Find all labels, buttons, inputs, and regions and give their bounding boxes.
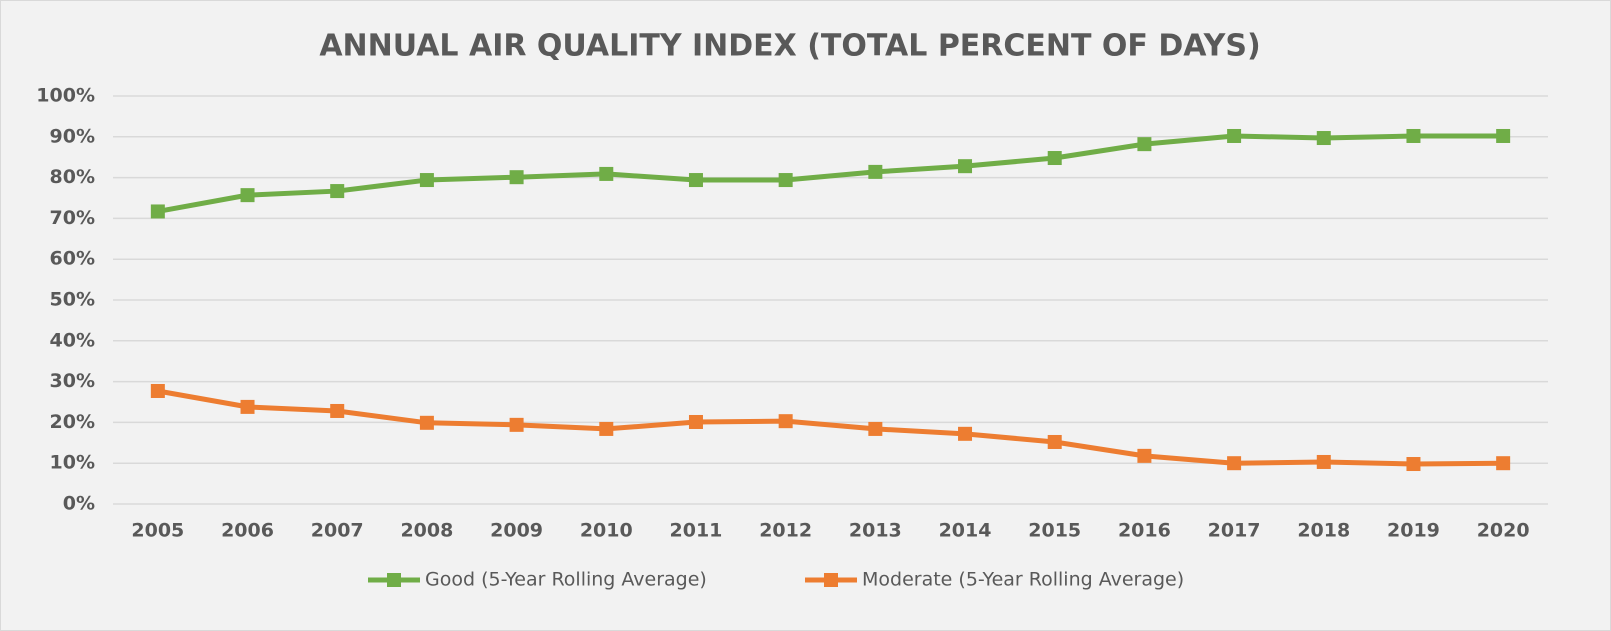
x-tick-label: 2014 xyxy=(939,520,992,542)
legend-label: Moderate (5-Year Rolling Average) xyxy=(862,569,1184,591)
point-marker xyxy=(1316,131,1331,146)
y-tick-label: 90% xyxy=(50,125,95,147)
legend-label: Good (5-Year Rolling Average) xyxy=(425,569,707,591)
y-tick-label: 10% xyxy=(50,452,95,474)
y-tick-label: 80% xyxy=(50,166,95,188)
x-tick-label: 2017 xyxy=(1208,520,1261,542)
x-tick-label: 2013 xyxy=(849,520,902,542)
x-tick-label: 2015 xyxy=(1028,520,1081,542)
point-marker xyxy=(240,188,255,203)
point-marker xyxy=(419,173,434,188)
point-marker xyxy=(1496,456,1511,471)
x-tick-label: 2010 xyxy=(580,520,633,542)
series-line xyxy=(157,133,1504,214)
legend-marker xyxy=(387,573,401,587)
point-marker xyxy=(1047,434,1062,449)
point-marker xyxy=(1227,456,1242,471)
point-marker xyxy=(778,414,793,429)
y-tick-label: 0% xyxy=(63,493,95,515)
x-tick-label: 2005 xyxy=(131,520,184,542)
point-marker xyxy=(1047,151,1062,166)
y-tick-label: 20% xyxy=(50,411,95,433)
x-tick-label: 2020 xyxy=(1477,520,1530,542)
x-tick-label: 2006 xyxy=(221,520,274,542)
point-marker xyxy=(330,403,345,418)
x-tick-label: 2011 xyxy=(670,520,723,542)
point-marker xyxy=(778,173,793,188)
point-marker xyxy=(599,166,614,181)
legend-marker xyxy=(824,573,838,587)
x-tick-label: 2009 xyxy=(490,520,543,542)
point-marker xyxy=(958,159,973,174)
x-tick-label: 2008 xyxy=(400,520,453,542)
point-marker xyxy=(1406,457,1421,472)
y-tick-label: 50% xyxy=(50,289,95,311)
y-tick-label: 70% xyxy=(50,207,95,229)
point-marker xyxy=(150,383,165,398)
series-line xyxy=(157,388,1504,467)
point-marker xyxy=(419,415,434,430)
point-marker xyxy=(599,421,614,436)
point-marker xyxy=(1227,128,1242,143)
x-tick-label: 2012 xyxy=(759,520,812,542)
x-tick-label: 2019 xyxy=(1387,520,1440,542)
point-marker xyxy=(509,170,524,185)
point-marker xyxy=(958,426,973,441)
point-marker xyxy=(868,164,883,179)
y-tick-label: 60% xyxy=(50,248,95,270)
point-marker xyxy=(1137,448,1152,463)
point-marker xyxy=(1496,128,1511,143)
point-marker xyxy=(868,421,883,436)
point-marker xyxy=(330,184,345,199)
chart-title: ANNUAL AIR QUALITY INDEX (TOTAL PERCENT … xyxy=(319,29,1260,64)
x-tick-label: 2007 xyxy=(311,520,364,542)
point-marker xyxy=(509,417,524,432)
point-marker xyxy=(688,173,703,188)
x-tick-label: 2016 xyxy=(1118,520,1171,542)
point-marker xyxy=(240,399,255,414)
point-marker xyxy=(1406,128,1421,143)
y-tick-label: 30% xyxy=(50,370,95,392)
point-marker xyxy=(688,414,703,429)
point-marker xyxy=(1137,137,1152,152)
y-tick-label: 100% xyxy=(36,85,95,107)
x-tick-label: 2018 xyxy=(1297,520,1350,542)
point-marker xyxy=(150,204,165,219)
y-tick-label: 40% xyxy=(50,329,95,351)
point-marker xyxy=(1316,454,1331,469)
